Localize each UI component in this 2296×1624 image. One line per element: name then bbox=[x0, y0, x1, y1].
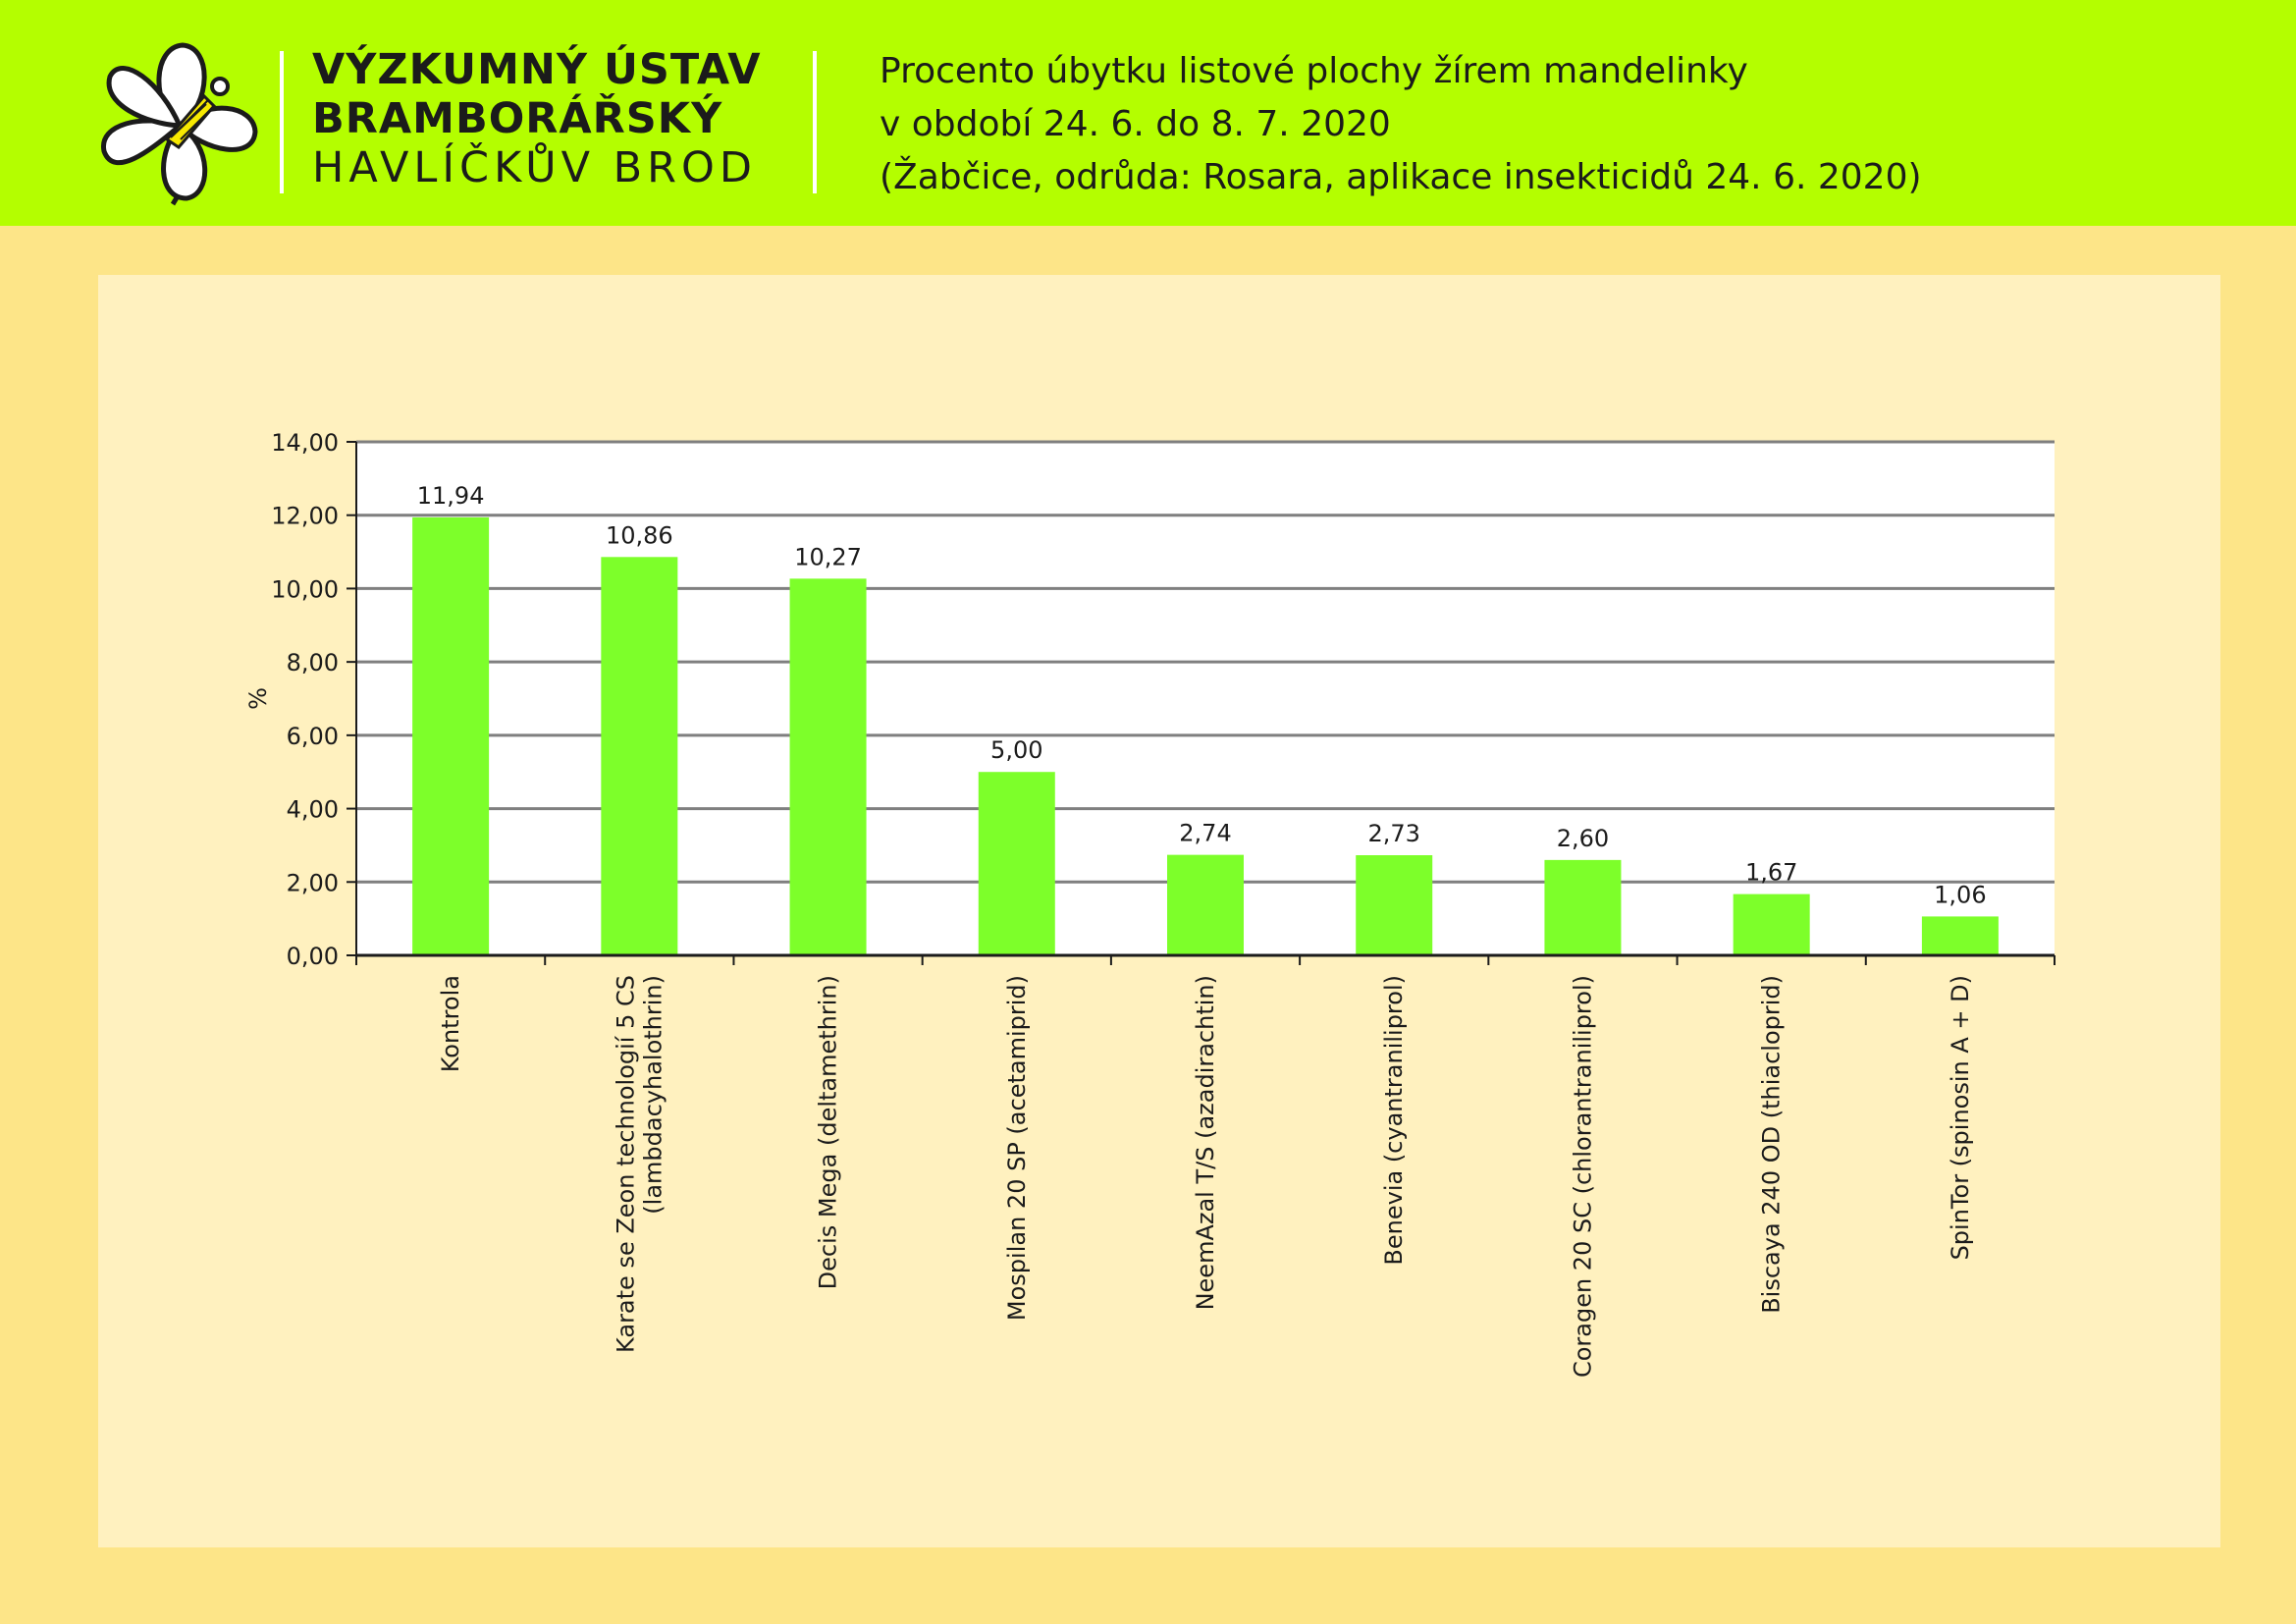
data-label: 10,27 bbox=[794, 543, 862, 570]
institute-line-1: VÝZKUMNÝ ÚSTAV bbox=[312, 45, 762, 94]
category-label: Biscaya 240 OD (thiacloprid) bbox=[1758, 975, 1786, 1314]
institute-line-2: BRAMBORÁŘSKÝ bbox=[312, 94, 723, 143]
data-label: 5,00 bbox=[990, 736, 1042, 764]
category-label: Decis Mega (deltamethrin) bbox=[815, 975, 842, 1289]
bar bbox=[412, 516, 490, 955]
y-tick-label: 0,00 bbox=[287, 943, 339, 970]
category-label: Benevia (cyantraniliprol) bbox=[1380, 975, 1408, 1266]
institute-line-3: HAVLÍČKŮV BROD bbox=[312, 143, 758, 192]
chart-heading-line-1: Procento úbytku listové plochy žírem man… bbox=[880, 51, 1748, 91]
header-divider-left bbox=[280, 51, 284, 193]
y-tick-label: 4,00 bbox=[287, 796, 339, 824]
chart-heading: Procento úbytku listové plochy žírem man… bbox=[880, 45, 1922, 204]
chart-panel: 0,00 2,00 4,00 6,00 8,00 10,00 12,00 14,00% 11,9… bbox=[98, 275, 2220, 1547]
y-tick-label: 2,00 bbox=[287, 869, 339, 896]
bar bbox=[1356, 855, 1433, 955]
data-label: 2,74 bbox=[1179, 820, 1231, 847]
data-label: 10,86 bbox=[606, 521, 673, 549]
data-label: 1,06 bbox=[1934, 881, 1986, 908]
category-label: SpinTor (spinosin A + D) bbox=[1947, 975, 1974, 1260]
bar bbox=[1167, 854, 1244, 955]
y-tick-label: 8,00 bbox=[287, 649, 339, 677]
y-tick-label: 6,00 bbox=[287, 723, 339, 750]
category-label: Mospilan 20 SP (acetamiprid) bbox=[1003, 975, 1031, 1321]
category-label: Kontrola bbox=[437, 975, 464, 1072]
category-label: Karate se Zeon technologií 5 CS bbox=[612, 975, 639, 1353]
header-band: VÝZKUMNÝ ÚSTAV BRAMBORÁŘSKÝ HAVLÍČKŮV BR… bbox=[0, 0, 2296, 226]
chart-heading-line-3: (Žabčice, odrůda: Rosara, aplikace insek… bbox=[880, 157, 1922, 197]
data-label: 2,73 bbox=[1368, 820, 1420, 847]
data-label: 1,67 bbox=[1745, 859, 1797, 887]
category-label: NeemAzal T/S (azadirachtin) bbox=[1192, 975, 1219, 1310]
y-tick-label: 10,00 bbox=[271, 575, 339, 603]
bar bbox=[1544, 859, 1622, 955]
bar bbox=[601, 557, 678, 955]
y-tick-label: 12,00 bbox=[271, 503, 339, 530]
header-divider-right bbox=[813, 51, 817, 193]
bar bbox=[789, 578, 867, 955]
y-axis-label: % bbox=[244, 687, 272, 710]
bar bbox=[978, 772, 1055, 955]
potato-flower-icon bbox=[101, 42, 258, 206]
y-tick-label: 14,00 bbox=[271, 429, 339, 457]
institute-name: VÝZKUMNÝ ÚSTAV BRAMBORÁŘSKÝ HAVLÍČKŮV BR… bbox=[312, 45, 761, 192]
category-label: (lambdacyhalothrin) bbox=[639, 975, 667, 1215]
data-label: 2,60 bbox=[1557, 825, 1609, 852]
category-label: Coragen 20 SC (chlorantraniliprol) bbox=[1569, 975, 1596, 1378]
data-label: 11,94 bbox=[417, 482, 485, 510]
bar-chart: 0,00 2,00 4,00 6,00 8,00 10,00 12,00 14,00% 11,9… bbox=[244, 429, 2056, 1378]
bar bbox=[1733, 893, 1810, 955]
bar bbox=[1921, 916, 1999, 955]
chart-heading-line-2: v období 24. 6. do 8. 7. 2020 bbox=[880, 104, 1391, 144]
